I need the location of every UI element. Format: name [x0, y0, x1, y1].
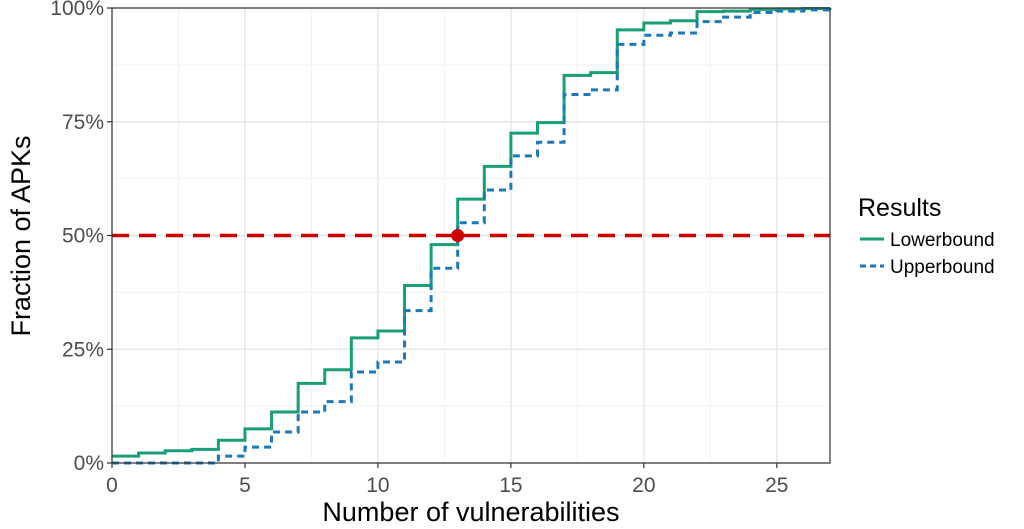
series-line-upperbound [112, 8, 832, 465]
y-tick-label: 50% [62, 225, 104, 248]
legend: Results Lowerbound Upperbound [858, 194, 995, 278]
series-layer [112, 6, 832, 465]
y-tick-label: 25% [62, 338, 104, 361]
x-tick-label: 10 [366, 474, 389, 497]
legend-label-lowerbound: Lowerbound [890, 230, 995, 251]
annotation-layer [112, 229, 830, 242]
legend-label-upperbound: Upperbound [890, 257, 995, 278]
y-tick-label: 100% [50, 0, 104, 20]
x-tick-label: 20 [632, 474, 655, 497]
y-axis: 0% 25% 50% 75% 100% [50, 0, 112, 475]
y-tick-label: 75% [62, 111, 104, 134]
legend-title: Results [858, 194, 941, 222]
x-axis: 0 5 10 15 20 25 [106, 463, 788, 497]
y-tick-label: 0% [74, 452, 104, 475]
y-axis-title: Fraction of APKs [6, 135, 36, 336]
x-tick-label: 5 [239, 474, 251, 497]
median-point [451, 229, 465, 242]
x-axis-title: Number of vulnerabilities [322, 497, 619, 527]
x-tick-label: 15 [499, 474, 522, 497]
x-tick-label: 25 [765, 474, 788, 497]
x-tick-label: 0 [106, 474, 118, 497]
